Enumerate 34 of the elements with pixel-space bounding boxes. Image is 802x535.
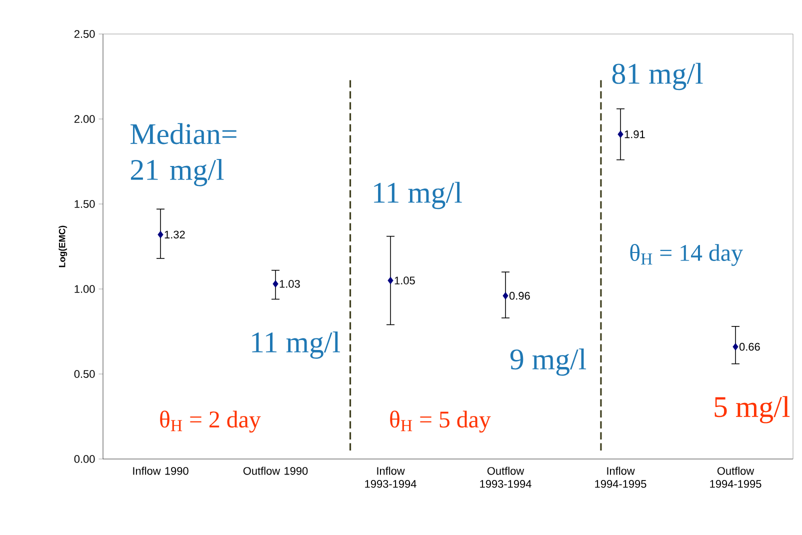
y-tick-label: 0.00 [74, 455, 95, 463]
x-tick-label: Inflow 1990 [133, 466, 188, 475]
annotation: 81 mg/l [612, 62, 703, 90]
annotation: 5 mg/l [714, 396, 790, 424]
data-label: 1.32 [164, 230, 185, 238]
data-label: 0.96 [509, 292, 530, 300]
y-tick-label: 1.00 [74, 285, 95, 293]
annotation: θ$_{H}$ = 5 day [390, 410, 491, 433]
annotation: 9 mg/l [510, 348, 586, 376]
annotation: 11 mg/l [374, 182, 462, 210]
y-axis-title: Log(EMC) [58, 226, 68, 268]
x-tick-label: Inflow 1994-1995 [595, 466, 646, 488]
annotation: θ$_{H}$ = 2 day [160, 410, 261, 433]
data-label: 1.91 [624, 130, 645, 138]
x-tick-label: Outflow 1990 [243, 466, 308, 475]
annotation: Median= 21 mg/l [130, 123, 236, 186]
x-tick-label: Inflow 1993-1994 [365, 466, 416, 488]
y-tick-label: 2.50 [74, 30, 95, 38]
annotation: 11 mg/l [252, 332, 340, 359]
x-tick-label: Outflow 1993-1994 [480, 466, 532, 488]
point [388, 276, 394, 284]
point [732, 343, 738, 350]
y-tick-label: 1.50 [74, 200, 95, 208]
y-tick-label: 2.00 [74, 115, 95, 123]
point [158, 230, 164, 238]
point [272, 280, 278, 288]
annotation: θ$_{H}$ = 14 day [630, 244, 743, 266]
point [618, 130, 624, 138]
data-label: 1.05 [394, 276, 415, 284]
data-label: 1.03 [280, 280, 300, 288]
data-label: 0.66 [739, 342, 760, 351]
x-tick-label: Outflow 1994-1995 [710, 466, 762, 488]
point [502, 292, 508, 300]
y-tick-label: 0.50 [74, 370, 95, 378]
